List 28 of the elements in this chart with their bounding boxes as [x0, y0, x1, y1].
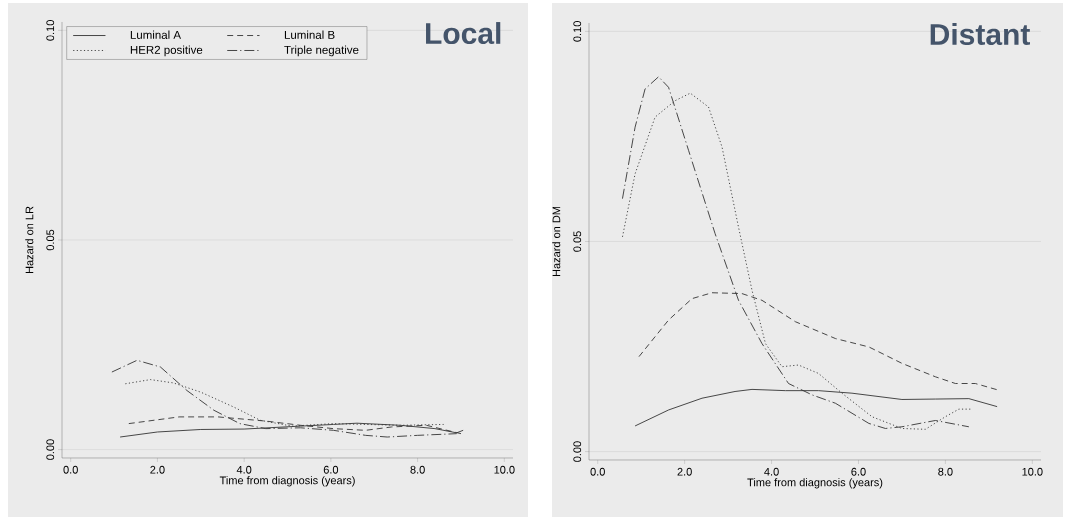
x-tick-label: 6.0	[323, 465, 339, 474]
x-axis-title: Time from diagnosis (years)	[219, 476, 355, 487]
x-tick-label: 10.0	[1022, 467, 1043, 476]
y-tick-label: 0.05	[46, 229, 55, 251]
x-tick-label: 4.0	[236, 465, 252, 474]
x-tick-label: 2.0	[150, 465, 165, 474]
y-axis-title: Hazard on DM	[552, 206, 561, 277]
legend-label: HER2 positive	[130, 45, 203, 57]
x-axis-title: Time from diagnosis (years)	[747, 478, 883, 489]
x-tick-label: 0.0	[63, 465, 78, 474]
x-tick-label: 0.0	[590, 467, 605, 476]
y-tick-label: 0.10	[573, 21, 582, 42]
y-tick-label: 0.00	[573, 441, 582, 462]
x-tick-label: 2.0	[677, 467, 692, 476]
legend-label: Luminal B	[284, 30, 335, 39]
legend-label: Triple negative	[284, 45, 359, 57]
x-tick-label: 6.0	[851, 467, 866, 476]
y-tick-label: 0.05	[573, 231, 582, 252]
x-tick-label: 10.0	[494, 465, 515, 474]
y-axis-title: Hazard on LR	[25, 206, 34, 274]
x-tick-label: 4.0	[764, 467, 779, 476]
y-tick-label: 0.00	[46, 439, 55, 460]
x-tick-label: 8.0	[938, 467, 953, 476]
chart-title: Local	[426, 22, 501, 45]
legend-label: Luminal A	[130, 30, 182, 39]
x-tick-label: 8.0	[410, 465, 425, 474]
chart-title: Distant	[930, 23, 1030, 46]
y-tick-label: 0.10	[46, 20, 55, 41]
